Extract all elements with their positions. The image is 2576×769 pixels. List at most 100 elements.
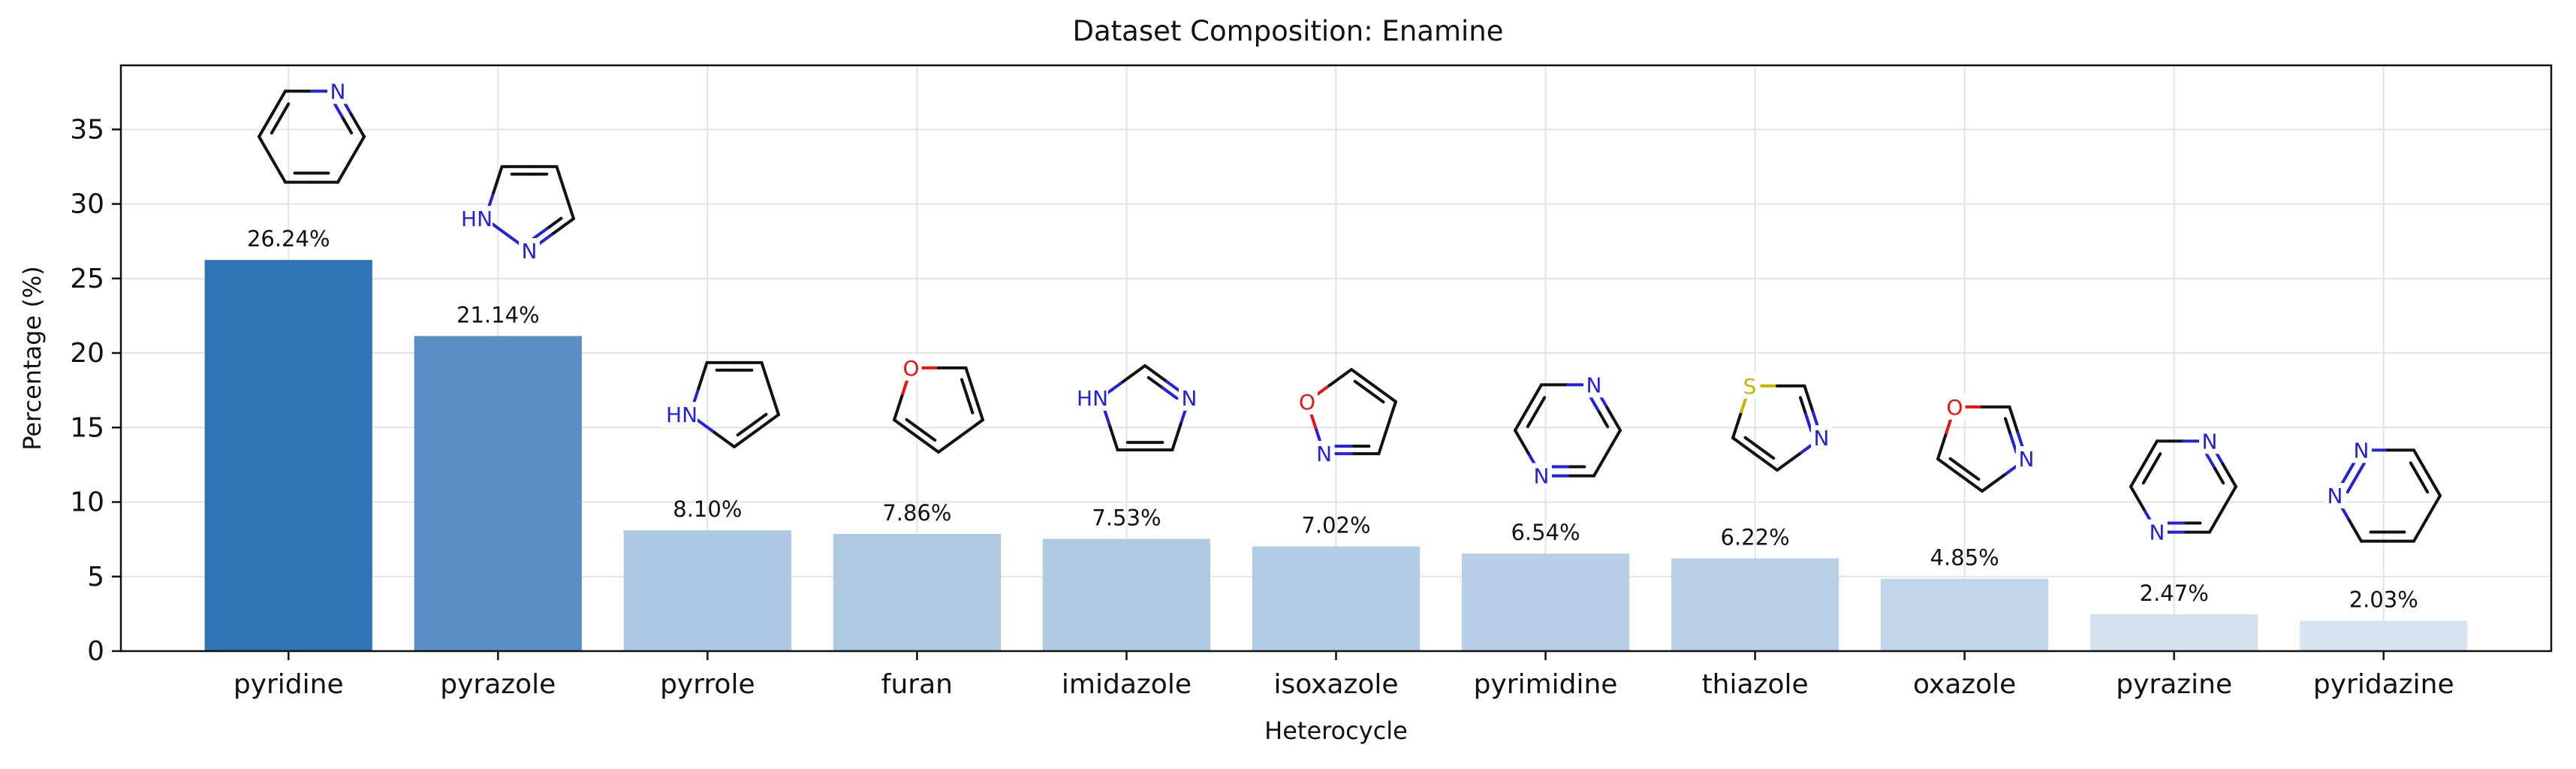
- bar: [2090, 614, 2258, 651]
- pyridazine-structure-icon: NN: [2324, 437, 2442, 543]
- atom-label: N: [2354, 438, 2370, 463]
- bond-line: [1514, 406, 1530, 432]
- y-tick-label: 25: [70, 264, 104, 294]
- x-tick-label: pyridine: [233, 669, 344, 700]
- bond-line: [2150, 452, 2162, 470]
- bond-line: [893, 418, 918, 438]
- x-tick-label: pyrimidine: [1474, 669, 1618, 700]
- furan-structure-icon: O: [893, 354, 984, 454]
- atom-label-backdrop: [456, 206, 493, 232]
- bond-line: [1526, 410, 1538, 429]
- bond-line: [2221, 485, 2237, 511]
- value-label: 7.02%: [1301, 513, 1370, 538]
- bond-line: [555, 164, 567, 195]
- bond-line: [937, 434, 963, 454]
- bond-line: [1605, 429, 1622, 455]
- atom-label-backdrop: [1739, 372, 1761, 399]
- bond-line: [333, 102, 345, 120]
- atom-label-backdrop: [900, 354, 922, 381]
- bond-line: [270, 89, 287, 116]
- bond-line: [1936, 457, 1962, 477]
- imidazole-structure-icon: HN N: [1072, 364, 1200, 452]
- x-tick-label: furan: [881, 669, 953, 700]
- bond-line: [760, 360, 772, 391]
- bond-line: [1143, 364, 1169, 384]
- pyrazole-structure-icon: HN N: [456, 164, 575, 264]
- bond-line: [919, 428, 937, 442]
- atom-label: O: [1947, 395, 1963, 420]
- bond-line: [1743, 436, 1761, 450]
- atom-label: N: [2327, 484, 2343, 508]
- pyrrole-structure-icon: HN: [661, 360, 780, 448]
- x-tick-label: pyridazine: [2313, 669, 2454, 700]
- bond-line: [1804, 412, 1813, 433]
- x-axis-title: Heterocycle: [1264, 716, 1408, 745]
- bond-line: [1107, 422, 1119, 452]
- bond-line: [964, 366, 976, 396]
- bond-line: [2412, 517, 2429, 543]
- thiazole-structure-icon: SN: [1731, 372, 1832, 472]
- bond-line: [1121, 364, 1146, 384]
- bar: [623, 530, 791, 651]
- bar: [1461, 553, 1630, 651]
- bond-line: [563, 191, 575, 221]
- atom-label-backdrop: [1313, 441, 1335, 467]
- bar: [204, 260, 372, 651]
- atom-label-backdrop: [2015, 446, 2037, 472]
- bond-line: [2409, 461, 2421, 479]
- bond-line: [2204, 452, 2216, 470]
- atom-label: N: [1813, 426, 1829, 451]
- atom-label-backdrop: [2147, 519, 2168, 545]
- atom-label-backdrop: [1944, 394, 1966, 420]
- pyrimidine-structure-icon: NN: [1514, 372, 1622, 489]
- y-tick-label: 10: [70, 487, 104, 518]
- bond-line: [1327, 368, 1353, 388]
- bond-line: [1372, 384, 1397, 403]
- bond-line: [1592, 451, 1609, 478]
- bond-line: [1798, 396, 1808, 416]
- value-label: 7.86%: [882, 500, 951, 526]
- bond-line: [2008, 405, 2020, 435]
- atom-label-backdrop: [519, 238, 540, 264]
- bond-line: [1963, 467, 1981, 481]
- bar: [414, 336, 582, 651]
- atom-label: O: [1299, 390, 1315, 415]
- bond-line: [1758, 446, 1776, 460]
- y-tick-label: 15: [70, 412, 104, 443]
- atom-label-backdrop: [2351, 437, 2372, 463]
- y-tick-label: 35: [70, 114, 104, 145]
- bond-line: [1958, 473, 1984, 493]
- bar: [1671, 558, 1839, 651]
- atom-label: N: [2150, 520, 2165, 545]
- bond-line: [349, 112, 366, 138]
- bond-line: [2346, 517, 2363, 543]
- atom-label-backdrop: [661, 402, 698, 428]
- bond-line: [697, 360, 709, 391]
- bond-line: [1367, 390, 1385, 404]
- x-tick-label: isoxazole: [1273, 669, 1398, 700]
- bar-layer: [204, 260, 2468, 651]
- bond-line: [2425, 494, 2442, 520]
- bond-line: [750, 412, 768, 427]
- bond-line: [550, 217, 575, 237]
- atom-label-backdrop: [1297, 388, 1318, 415]
- atom-label-backdrop: [1531, 463, 1552, 489]
- atom-label: N: [522, 239, 538, 264]
- bond-line: [531, 227, 549, 241]
- bar: [833, 534, 1002, 651]
- bond-line: [349, 135, 366, 161]
- x-tick-label: pyrazine: [2116, 669, 2232, 700]
- x-tick-label: thiazole: [1702, 669, 1809, 700]
- x-tick-label: pyrazole: [440, 669, 556, 700]
- bond-line: [1514, 429, 1530, 455]
- y-tick-label: 5: [87, 562, 104, 593]
- bond-line: [1776, 452, 1801, 472]
- value-label: 8.10%: [673, 496, 742, 522]
- bond-line: [2346, 475, 2358, 494]
- bar: [1252, 546, 1421, 651]
- y-axis-title: Percentage (%): [18, 266, 47, 451]
- value-label: 26.24%: [247, 226, 330, 252]
- bond-line: [2141, 466, 2153, 485]
- bond-line: [710, 429, 736, 448]
